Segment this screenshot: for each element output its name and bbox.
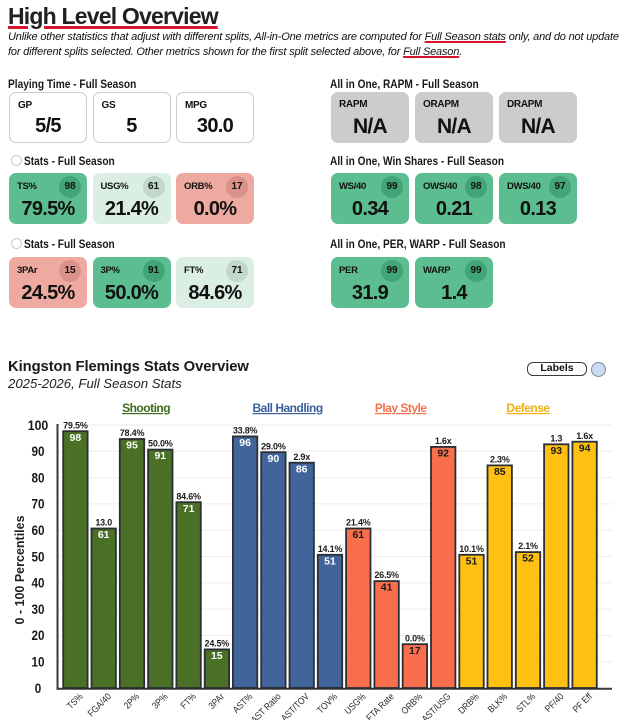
- svg-text:Defense: Defense: [506, 401, 550, 415]
- svg-text:24.5%: 24.5%: [205, 639, 230, 649]
- svg-text:91: 91: [154, 450, 166, 462]
- svg-text:21.4%: 21.4%: [346, 518, 371, 528]
- svg-text:79.5%: 79.5%: [63, 420, 88, 430]
- svg-text:84.6%: 84.6%: [176, 491, 201, 501]
- svg-text:51: 51: [466, 555, 478, 567]
- svg-text:61: 61: [352, 529, 364, 541]
- svg-text:71: 71: [183, 503, 195, 515]
- svg-text:90: 90: [268, 453, 280, 465]
- svg-text:60: 60: [32, 522, 45, 538]
- svg-text:96: 96: [239, 437, 251, 449]
- svg-text:17: 17: [409, 645, 421, 657]
- svg-text:FTA Rate: FTA Rate: [364, 691, 396, 720]
- svg-text:80: 80: [32, 469, 45, 485]
- svg-text:3PAr: 3PAr: [207, 691, 227, 711]
- svg-text:AST/TOV: AST/TOV: [279, 691, 312, 720]
- svg-text:2.3%: 2.3%: [490, 455, 510, 465]
- svg-text:USG%: USG%: [343, 691, 369, 717]
- svg-text:10.1%: 10.1%: [459, 544, 484, 554]
- svg-text:STL%: STL%: [514, 691, 538, 715]
- svg-text:2.1%: 2.1%: [518, 541, 538, 551]
- svg-text:TOV%: TOV%: [315, 691, 340, 716]
- svg-text:Ball Handling: Ball Handling: [253, 401, 323, 415]
- svg-text:FT%: FT%: [179, 691, 199, 711]
- svg-text:20: 20: [32, 627, 45, 643]
- svg-text:90: 90: [32, 443, 45, 459]
- svg-text:50: 50: [32, 548, 45, 564]
- svg-text:DRB%: DRB%: [456, 691, 482, 717]
- svg-text:98: 98: [70, 432, 82, 444]
- svg-text:1.6x: 1.6x: [576, 431, 593, 441]
- svg-text:PF Eff: PF Eff: [571, 691, 595, 715]
- svg-text:61: 61: [98, 529, 110, 541]
- svg-text:14.1%: 14.1%: [318, 544, 343, 554]
- svg-text:0.0%: 0.0%: [405, 633, 425, 643]
- svg-text:95: 95: [126, 440, 138, 452]
- svg-text:51: 51: [324, 555, 336, 567]
- svg-text:TS%: TS%: [65, 691, 86, 712]
- svg-text:1.6x: 1.6x: [435, 436, 452, 446]
- svg-text:ORB%: ORB%: [399, 691, 425, 717]
- svg-text:100: 100: [28, 417, 49, 433]
- svg-text:94: 94: [579, 442, 591, 454]
- svg-text:85: 85: [494, 466, 506, 478]
- svg-text:93: 93: [550, 445, 562, 457]
- svg-text:40: 40: [32, 575, 45, 591]
- svg-text:AST/USG: AST/USG: [420, 691, 453, 720]
- svg-text:26.5%: 26.5%: [374, 570, 399, 580]
- svg-text:52: 52: [522, 553, 534, 565]
- svg-text:AST%: AST%: [231, 691, 256, 716]
- svg-text:33.8%: 33.8%: [233, 426, 258, 436]
- svg-text:Play Style: Play Style: [375, 401, 428, 415]
- svg-text:15: 15: [211, 650, 223, 662]
- svg-text:PF/40: PF/40: [543, 691, 566, 714]
- svg-text:2.9x: 2.9x: [293, 452, 310, 462]
- svg-text:10: 10: [32, 654, 45, 670]
- svg-text:30: 30: [32, 601, 45, 617]
- svg-text:Shooting: Shooting: [122, 401, 170, 415]
- svg-text:13.0: 13.0: [95, 518, 112, 528]
- svg-text:0 - 100 Percentiles: 0 - 100 Percentiles: [13, 515, 27, 624]
- svg-text:FGA/40: FGA/40: [86, 691, 114, 719]
- svg-text:1.3: 1.3: [550, 433, 562, 443]
- svg-text:29.0%: 29.0%: [261, 441, 286, 451]
- svg-text:BLK%: BLK%: [486, 691, 510, 715]
- svg-text:41: 41: [381, 582, 393, 594]
- svg-text:3P%: 3P%: [150, 691, 170, 711]
- svg-text:78.4%: 78.4%: [120, 428, 145, 438]
- svg-text:92: 92: [437, 448, 449, 460]
- svg-text:2P%: 2P%: [122, 691, 142, 711]
- svg-text:86: 86: [296, 463, 308, 475]
- svg-text:50.0%: 50.0%: [148, 439, 173, 449]
- svg-text:70: 70: [32, 496, 45, 512]
- svg-text:0: 0: [35, 680, 42, 696]
